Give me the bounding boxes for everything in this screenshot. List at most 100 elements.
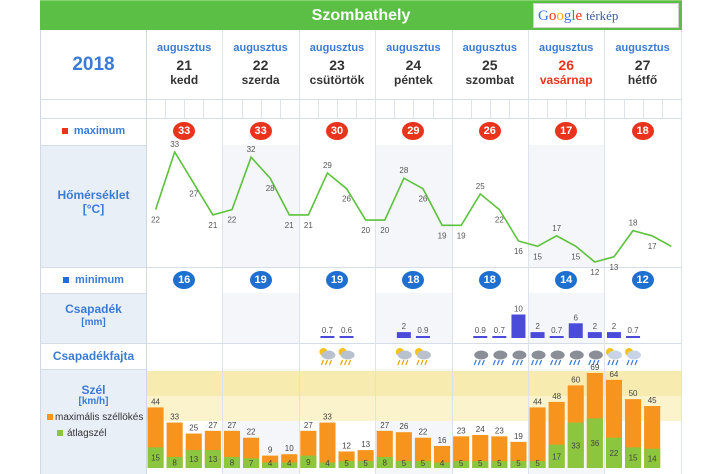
avg-swatch (57, 430, 63, 436)
day-name: szerda (241, 73, 280, 87)
temperature-point-label: 33 (170, 140, 179, 149)
cloud-part (340, 350, 355, 360)
day-number: 24 (405, 57, 422, 73)
cloud-part (588, 350, 603, 360)
day-number: 26 (558, 57, 574, 73)
cloud-part (531, 350, 546, 360)
precip-value-label: 10 (514, 305, 523, 314)
day-divider (528, 30, 529, 474)
sun-rain-icon (625, 348, 642, 366)
hour-divider (317, 99, 319, 118)
day-name: szombat (465, 73, 515, 87)
rain-icon (569, 350, 584, 366)
wind-avg-label: 15 (151, 454, 160, 463)
max-temp-badge: 33 (173, 122, 196, 140)
max-temp-badge: 26 (478, 122, 501, 140)
drop-part (496, 359, 500, 366)
precip-bar (415, 336, 430, 338)
temp-unit: [°C] (82, 202, 105, 216)
day-divider (298, 30, 300, 474)
drop-part (596, 359, 600, 366)
hour-divider (222, 99, 224, 118)
precip-value-label: 0.9 (417, 326, 429, 335)
precip-bar (492, 336, 507, 338)
day-number: 21 (176, 57, 192, 73)
wind-avg-label: 8 (230, 458, 235, 467)
hours-row (41, 99, 681, 118)
wind-gust-label: 48 (552, 392, 561, 401)
day-divider (604, 30, 606, 474)
cloud-part (474, 350, 489, 360)
drop-part (324, 359, 329, 366)
wind-avg-bar (491, 461, 508, 468)
day-name: csütörtök (309, 73, 365, 87)
wind-avg-label: 33 (571, 441, 580, 450)
precip-unit: [mm] (81, 317, 106, 328)
avg-legend-label: átlagszél (67, 428, 107, 439)
wind-avg-label: 4 (268, 459, 273, 468)
gust-legend-label: maximális széllökés (55, 412, 144, 423)
drop-part (397, 359, 401, 366)
drop-part (343, 359, 348, 366)
cloud-part (416, 350, 431, 360)
alt-day-shade (222, 145, 299, 267)
day-month: augusztus (615, 42, 670, 54)
wind-avg-bar (453, 461, 470, 468)
drop-part (424, 359, 428, 366)
rain-icon (588, 350, 603, 366)
hour-divider (489, 99, 491, 118)
hour-divider (298, 99, 300, 118)
drop-part (416, 359, 420, 366)
sun-rain-icon (605, 348, 622, 366)
hour-divider (241, 99, 243, 118)
wind-avg-label: 8 (172, 458, 177, 467)
wind-avg-label: 36 (590, 439, 599, 448)
drop-part (630, 359, 634, 366)
wind-avg-bar (185, 450, 202, 468)
wind-avg-bar (567, 422, 584, 468)
wind-gust-label: 9 (268, 446, 273, 455)
wind-gust-label: 10 (285, 444, 294, 453)
wind-gust-label: 24 (476, 425, 485, 434)
drop-part (577, 359, 581, 366)
wind-gust-label: 69 (590, 363, 599, 372)
hour-divider (470, 99, 472, 118)
wind-gust-label: 33 (170, 413, 179, 422)
wind-avg-label: 5 (497, 459, 502, 468)
day-header-27: augusztus 27 hétfő (604, 30, 680, 99)
google-map-link[interactable]: Google térkép (533, 3, 679, 28)
wind-avg-label: 5 (459, 459, 464, 468)
drop-part (569, 359, 573, 366)
drop-part (554, 359, 558, 366)
wind-avg-bar (300, 455, 317, 468)
drop-part (534, 359, 539, 366)
day-number: 22 (252, 57, 269, 73)
maximum-row-divider (40, 118, 682, 119)
hour-divider (337, 99, 338, 118)
drop-part (473, 359, 477, 366)
day-divider (375, 30, 377, 474)
wind-avg-bar (548, 444, 565, 468)
wind-gust-label: 22 (418, 428, 427, 437)
wind-unit: [km/h] (78, 396, 109, 407)
wind-gust-label: 64 (609, 370, 618, 379)
drop-part (511, 359, 516, 366)
temperature-point-label: 27 (189, 189, 198, 198)
hour-divider (279, 99, 281, 118)
wind-avg-label: 4 (440, 459, 445, 468)
temperature-point-label: 32 (247, 145, 256, 154)
drop-part (328, 359, 333, 366)
precip-value-label: 0.7 (551, 326, 563, 335)
wind-gust-label: 27 (208, 421, 217, 430)
wind-avg-label: 5 (402, 459, 407, 468)
precip-title: Csapadék (65, 302, 122, 316)
drop-part (515, 359, 520, 366)
wind-avg-label: 13 (208, 455, 217, 464)
precip-bar (396, 332, 411, 338)
min-temp-badge: 18 (402, 271, 425, 289)
wind-avg-bar (223, 456, 240, 468)
wind-avg-bar (414, 461, 431, 468)
hour-divider (566, 99, 568, 118)
wind-avg-bar (472, 461, 489, 468)
wind-avg-bar (357, 461, 374, 468)
